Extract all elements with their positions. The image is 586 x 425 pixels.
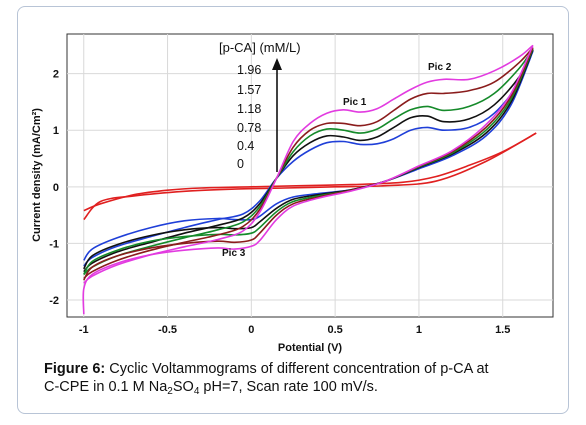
y-tick-label: 2: [53, 69, 59, 81]
y-tick-label: 0: [53, 182, 59, 194]
x-tick-label: 1: [416, 324, 422, 336]
curves: [82, 44, 537, 315]
cv-curve-1.57-reverse: [83, 47, 534, 281]
caption-label: Figure 6:: [44, 361, 106, 377]
cv-curve-0-reverse: [83, 132, 537, 221]
legend-entry-0.4: 0.4: [237, 139, 254, 153]
x-tick-label: 0: [248, 324, 254, 336]
tick-labels: -1 -0.5 0 0.5 1 1.5 -2 -1 0 1 2: [49, 69, 510, 336]
cv-curve-0.4-reverse: [83, 50, 534, 261]
legend-title: [p-CA] (mM/L): [219, 40, 301, 55]
y-axis-label: Current density (mA/Cm²): [31, 108, 43, 242]
cv-curve-1.96-reverse: [82, 44, 534, 315]
legend-entry-1.57: 1.57: [237, 83, 261, 97]
legend-entry-1.18: 1.18: [237, 102, 261, 116]
caption-line-1: Cyclic Voltammograms of different concen…: [109, 361, 489, 377]
legend-entry-0.78: 0.78: [237, 121, 261, 135]
y-tick-label: 1: [53, 125, 59, 137]
cv-curve-1.18-reverse: [83, 48, 534, 275]
annotation-pic-1: Pic 1: [343, 97, 367, 108]
annotation-pic-3: Pic 3: [222, 248, 246, 259]
cv-curve-0.78-forward: [83, 49, 534, 273]
x-axis-label: Potential (V): [278, 342, 343, 354]
annotation-pic-2: Pic 2: [428, 62, 452, 73]
cv-curve-0.78-reverse: [83, 49, 534, 270]
concentration-legend: [p-CA] (mM/L) 1.96 1.57 1.18 0.78 0.4 0: [219, 40, 301, 172]
legend-entry-0: 0: [237, 157, 244, 171]
x-tick-label: 0.5: [327, 324, 342, 336]
x-tick-label: 1.5: [495, 324, 510, 336]
y-tick-label: -2: [49, 295, 59, 307]
plot-area: [66, 33, 554, 318]
y-tick-label: -1: [49, 238, 59, 250]
caption-line-2: C-CPE in 0.1 M Na2SO4 pH=7, Scan rate 10…: [44, 379, 378, 397]
cv-chart: -1 -0.5 0 0.5 1 1.5 -2 -1 0 1 2 Current density (m…: [31, 33, 554, 354]
concentration-arrow-head: [272, 58, 282, 70]
cv-curve-0.4-forward: [83, 50, 534, 267]
x-tick-label: -1: [79, 324, 89, 336]
cv-curve-1.18-forward: [83, 48, 534, 276]
x-tick-label: -0.5: [158, 324, 177, 336]
cv-curve-0-forward: [83, 132, 537, 212]
figure-caption: Figure 6: Cyclic Voltammograms of differ…: [44, 360, 556, 397]
cv-curve-1.96-forward: [83, 44, 534, 284]
legend-entry-1.96: 1.96: [237, 63, 261, 77]
